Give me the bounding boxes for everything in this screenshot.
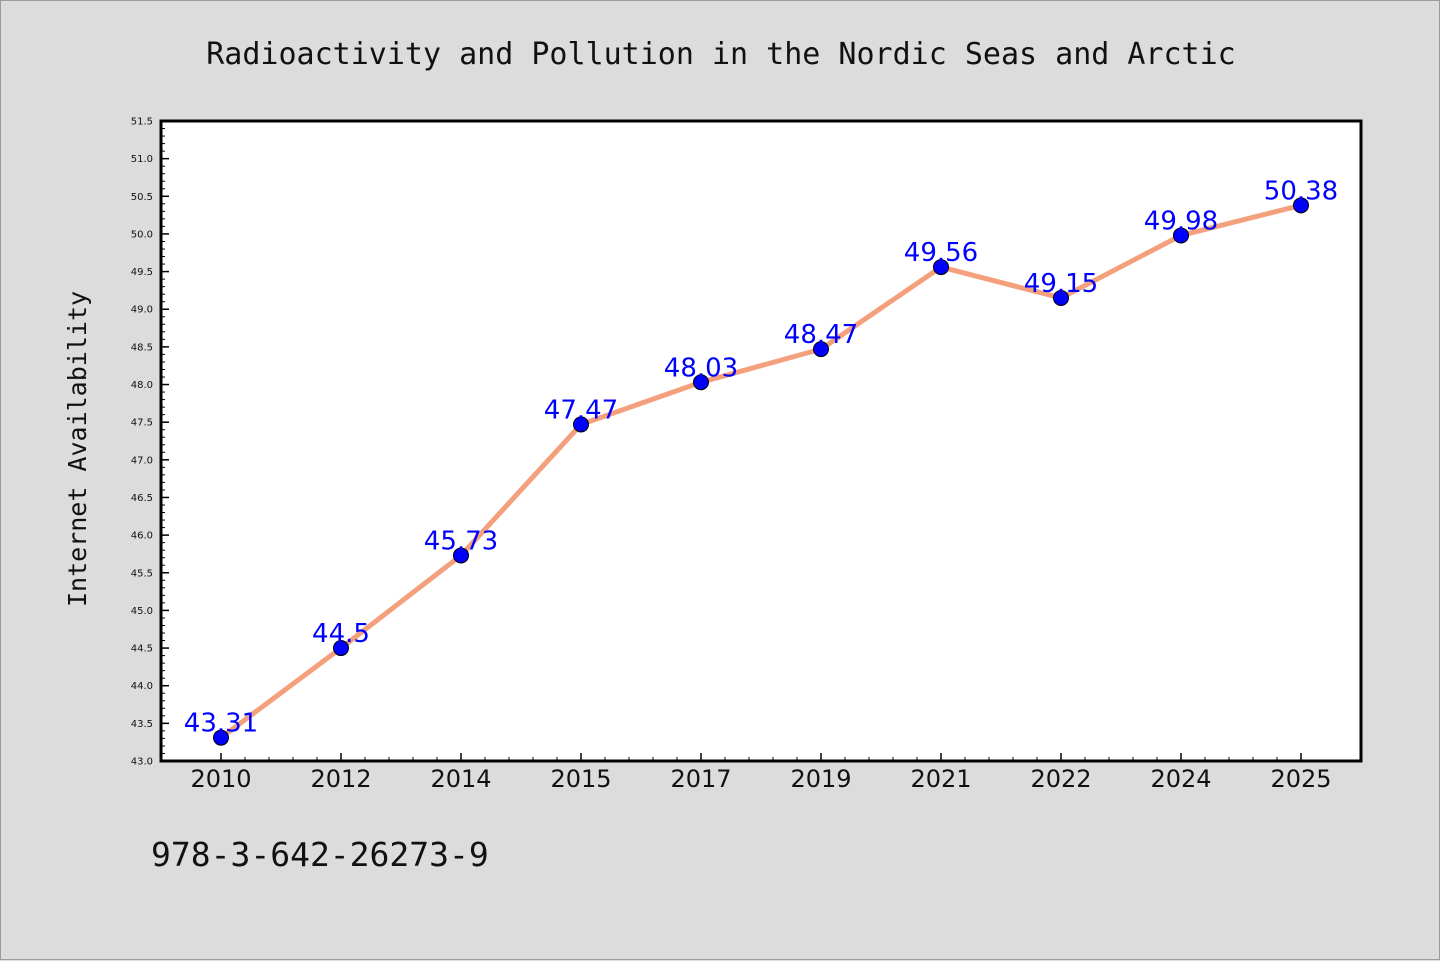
- y-tick-label: 45.5: [131, 568, 153, 579]
- y-tick-label: 44.0: [131, 681, 153, 692]
- y-tick-label: 51.0: [131, 154, 153, 165]
- y-tick-label: 51.5: [131, 117, 153, 128]
- y-axis-label: Internet Availability: [63, 291, 92, 607]
- y-tick-label: 50.5: [131, 192, 153, 203]
- y-tick-label: 46.5: [131, 493, 153, 504]
- data-point: [1293, 197, 1309, 214]
- y-tick-label: 44.5: [131, 644, 153, 655]
- y-tick-label: 47.5: [131, 418, 153, 429]
- data-point: [813, 341, 829, 358]
- x-tick-label: 2010: [190, 765, 251, 793]
- data-label: 48.03: [664, 353, 738, 383]
- y-tick-label: 48.5: [131, 342, 153, 353]
- series-line: [218, 202, 1304, 741]
- y-axis-ticks: 43.0 43.5 44.0 44.5 45.0 45.5 46.0 46.5 47.0 47.5…: [131, 117, 169, 768]
- x-tick-label: 2022: [1030, 765, 1091, 793]
- data-point: [1173, 227, 1189, 244]
- y-tick-label: 43.0: [131, 757, 153, 768]
- data-labels: 43.31 44.5 45.73 47.47 48.03 48.47 49.56 49.15 4…: [184, 176, 1338, 738]
- data-label: 43.31: [184, 709, 258, 739]
- y-tick-label: 45.0: [131, 606, 153, 617]
- plot-area: [159, 119, 1363, 763]
- y-tick-label: 48.0: [131, 380, 153, 391]
- y-tick-label: 49.0: [131, 305, 153, 316]
- x-tick-label: 2024: [1150, 765, 1211, 793]
- x-tick-label: 2019: [790, 765, 851, 793]
- data-point: [333, 640, 349, 657]
- x-axis-ticks: 2010 2012 2014 2015 2017 2019 2021 2022 2024 2025: [190, 753, 1332, 793]
- data-label: 45.73: [424, 526, 498, 556]
- y-tick-label: 47.0: [131, 455, 153, 466]
- x-tick-label: 2015: [550, 765, 611, 793]
- y-tick-label: 46.0: [131, 531, 153, 542]
- x-tick-label: 2017: [670, 765, 731, 793]
- y-tick-label: 43.5: [131, 719, 153, 730]
- series-markers: [213, 197, 1309, 746]
- data-label: 49.98: [1144, 206, 1218, 236]
- y-tick-label: 49.5: [131, 267, 153, 278]
- data-point: [453, 547, 469, 564]
- data-point: [213, 729, 229, 746]
- x-tick-label: 2012: [310, 765, 371, 793]
- data-label: 50.38: [1264, 176, 1338, 206]
- y-tick-label: 50.0: [131, 229, 153, 240]
- data-label: 48.47: [784, 320, 858, 350]
- data-point: [693, 374, 709, 391]
- x-tick-label: 2025: [1270, 765, 1331, 793]
- chart-title: Radioactivity and Pollution in the Nordi…: [206, 37, 1236, 72]
- isbn-footer: 978-3-642-26273-9: [151, 835, 489, 874]
- data-label: 47.47: [544, 395, 618, 425]
- data-point: [573, 416, 589, 433]
- data-label: 49.56: [904, 238, 978, 268]
- data-label: 49.15: [1024, 269, 1098, 299]
- data-point: [1053, 289, 1069, 306]
- x-tick-label: 2014: [430, 765, 491, 793]
- data-label: 44.5: [312, 619, 370, 649]
- data-point: [933, 259, 949, 276]
- x-tick-label: 2021: [910, 765, 971, 793]
